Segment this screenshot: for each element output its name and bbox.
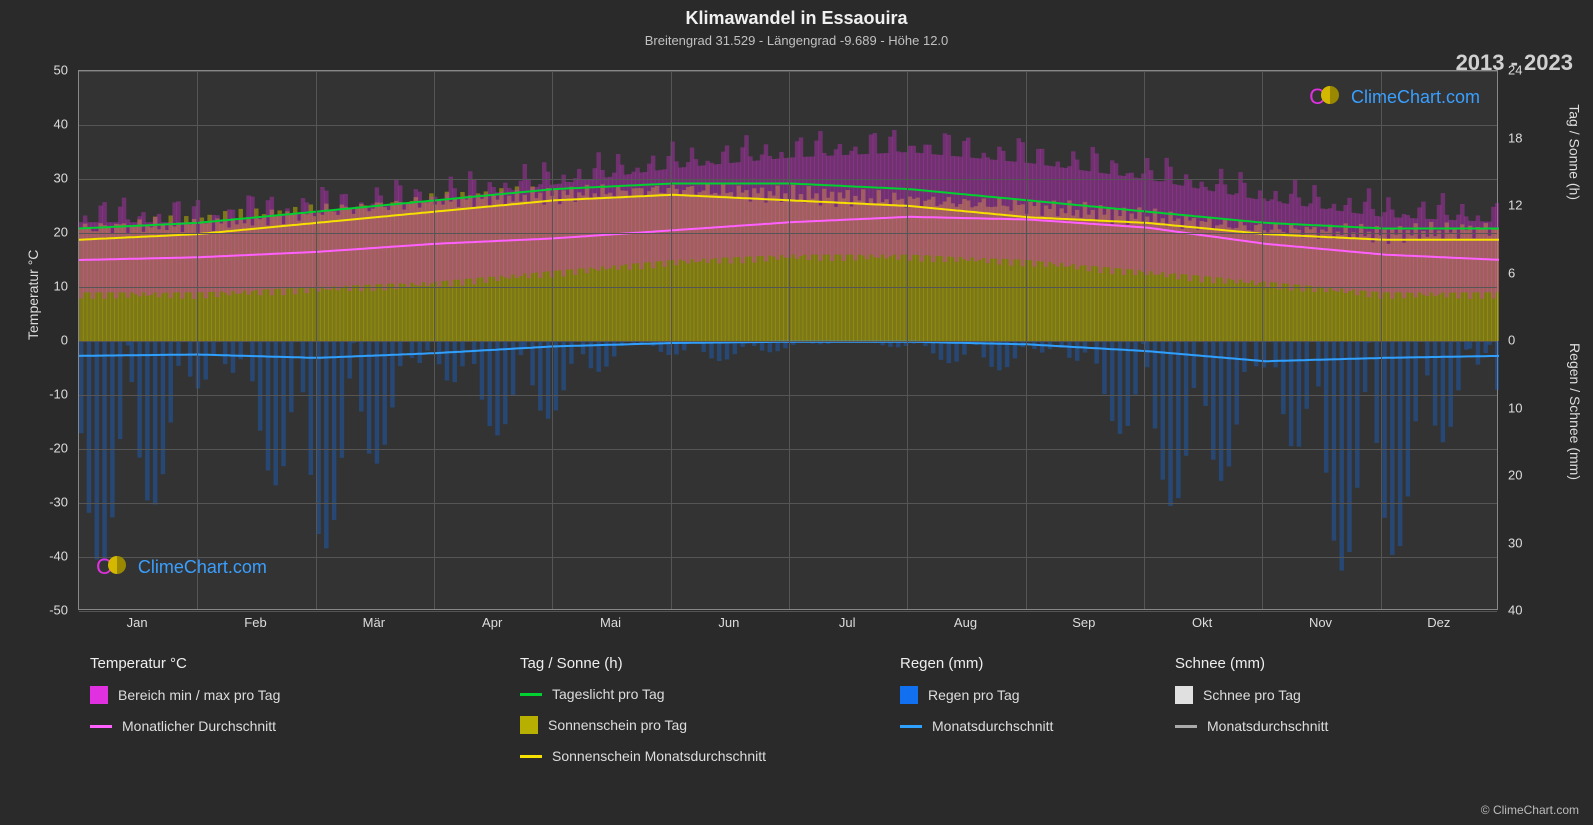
y-axis-right-bottom-label: Regen / Schnee (mm) bbox=[1567, 343, 1583, 480]
y-tick-left: -30 bbox=[28, 495, 68, 510]
x-tick-month: Dez bbox=[1427, 615, 1450, 630]
legend-group: Schnee (mm) Schnee pro Tag Monatsdurchschn… bbox=[1175, 655, 1525, 748]
plot-area bbox=[78, 70, 1498, 610]
y-tick-right-hours: 18 bbox=[1508, 130, 1548, 145]
x-tick-month: Jul bbox=[839, 615, 856, 630]
y-tick-right-mm: 20 bbox=[1508, 468, 1548, 483]
x-tick-month: Apr bbox=[482, 615, 502, 630]
legend-swatch bbox=[520, 755, 542, 758]
y-tick-right-mm: 40 bbox=[1508, 603, 1548, 618]
x-tick-month: Aug bbox=[954, 615, 977, 630]
legend-group: Tag / Sonne (h) Tageslicht pro Tag Sonnens… bbox=[520, 655, 870, 778]
y-tick-right-hours: 12 bbox=[1508, 198, 1548, 213]
y-tick-right-hours: 6 bbox=[1508, 265, 1548, 280]
legend-label: Monatlicher Durchschnitt bbox=[122, 718, 276, 734]
watermark-top-right: C ClimeChart.com bbox=[1309, 84, 1480, 110]
x-tick-month: Nov bbox=[1309, 615, 1332, 630]
legend-label: Sonnenschein pro Tag bbox=[548, 717, 687, 733]
legend-group-title: Temperatur °C bbox=[90, 655, 440, 672]
y-tick-left: -20 bbox=[28, 441, 68, 456]
legend-swatch bbox=[520, 716, 538, 734]
chart-area: C ClimeChart.com C ClimeChart.com -50-40… bbox=[78, 70, 1498, 610]
x-tick-month: Jan bbox=[127, 615, 148, 630]
legend-group-title: Schnee (mm) bbox=[1175, 655, 1525, 672]
legend-swatch bbox=[900, 725, 922, 728]
legend-group-title: Tag / Sonne (h) bbox=[520, 655, 870, 672]
legend-item: Schnee pro Tag bbox=[1175, 686, 1525, 704]
y-tick-left: 50 bbox=[28, 63, 68, 78]
chart-title: Klimawandel in Essaouira bbox=[0, 0, 1593, 29]
legend-item: Sonnenschein Monatsdurchschnitt bbox=[520, 748, 870, 764]
legend-group: Temperatur °C Bereich min / max pro Tag Mo… bbox=[90, 655, 440, 748]
y-tick-left: 30 bbox=[28, 171, 68, 186]
chart-subtitle: Breitengrad 31.529 - Längengrad -9.689 -… bbox=[0, 29, 1593, 48]
legend-swatch bbox=[1175, 725, 1197, 728]
y-tick-left: -40 bbox=[28, 549, 68, 564]
legend-label: Regen pro Tag bbox=[928, 687, 1020, 703]
x-tick-month: Mai bbox=[600, 615, 621, 630]
y-axis-right-top-label: Tag / Sonne (h) bbox=[1567, 104, 1583, 200]
legend-label: Tageslicht pro Tag bbox=[552, 686, 665, 702]
x-tick-month: Feb bbox=[244, 615, 266, 630]
legend-swatch bbox=[90, 725, 112, 728]
y-tick-right-mm: 30 bbox=[1508, 535, 1548, 550]
legend-swatch bbox=[520, 693, 542, 696]
y-tick-left: 40 bbox=[28, 117, 68, 132]
legend-label: Schnee pro Tag bbox=[1203, 687, 1301, 703]
watermark-bottom-left: C ClimeChart.com bbox=[96, 554, 267, 580]
legend-swatch bbox=[1175, 686, 1193, 704]
legend-label: Monatsdurchschnitt bbox=[1207, 718, 1328, 734]
legend-label: Sonnenschein Monatsdurchschnitt bbox=[552, 748, 766, 764]
y-tick-right-hours: 24 bbox=[1508, 63, 1548, 78]
logo-icon: C bbox=[1309, 84, 1325, 110]
x-tick-month: Okt bbox=[1192, 615, 1212, 630]
x-tick-month: Jun bbox=[718, 615, 739, 630]
legend-item: Sonnenschein pro Tag bbox=[520, 716, 870, 734]
legend-item: Monatsdurchschnitt bbox=[1175, 718, 1525, 734]
logo-icon: C bbox=[96, 554, 112, 580]
y-tick-right-hours: 0 bbox=[1508, 333, 1548, 348]
watermark-text: ClimeChart.com bbox=[138, 557, 267, 578]
copyright: © ClimeChart.com bbox=[1481, 803, 1579, 817]
y-tick-right-mm: 10 bbox=[1508, 400, 1548, 415]
x-tick-month: Mär bbox=[363, 615, 385, 630]
x-tick-month: Sep bbox=[1072, 615, 1095, 630]
y-tick-left: -50 bbox=[28, 603, 68, 618]
y-tick-left: -10 bbox=[28, 387, 68, 402]
watermark-text: ClimeChart.com bbox=[1351, 87, 1480, 108]
legend-item: Monatlicher Durchschnitt bbox=[90, 718, 440, 734]
legend-swatch bbox=[90, 686, 108, 704]
legend-label: Bereich min / max pro Tag bbox=[118, 687, 280, 703]
legend-item: Bereich min / max pro Tag bbox=[90, 686, 440, 704]
y-tick-left: 20 bbox=[28, 225, 68, 240]
legend-swatch bbox=[900, 686, 918, 704]
y-tick-left: 0 bbox=[28, 333, 68, 348]
legend-label: Monatsdurchschnitt bbox=[932, 718, 1053, 734]
y-tick-left: 10 bbox=[28, 279, 68, 294]
legend-item: Tageslicht pro Tag bbox=[520, 686, 870, 702]
y-axis-left-label: Temperatur °C bbox=[25, 250, 41, 340]
